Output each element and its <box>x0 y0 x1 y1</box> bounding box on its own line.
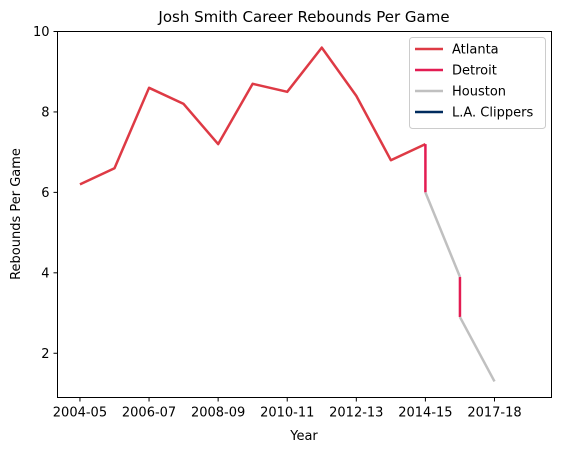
x-tick-label: 2004-05 <box>53 406 107 421</box>
legend: Atlanta Detroit Houston L.A. Clippers <box>409 37 546 129</box>
y-axis: 2 4 6 8 10 <box>33 25 58 362</box>
chart-title: Josh Smith Career Rebounds Per Game <box>157 8 449 26</box>
series-line-atlanta <box>79 46 426 186</box>
legend-label-l-a-clippers: L.A. Clippers <box>452 106 533 121</box>
y-axis-title: Rebounds Per Game <box>9 148 24 280</box>
x-tick-label: 2014-15 <box>398 406 452 421</box>
x-axis: 2004-05 2006-07 2008-09 2010-11 2012-13 2014-… <box>53 397 522 421</box>
x-axis-title: Year <box>289 429 318 444</box>
y-tick-label: 2 <box>41 347 49 362</box>
y-tick-label: 6 <box>41 186 49 201</box>
legend-label-detroit: Detroit <box>452 64 497 79</box>
legend-box <box>409 37 546 129</box>
x-tick-label: 2017-18 <box>467 406 521 421</box>
legend-label-atlanta: Atlanta <box>452 43 499 58</box>
x-tick-label: 2012-13 <box>329 406 383 421</box>
x-tick-label: 2006-07 <box>122 406 176 421</box>
plot-frame <box>57 31 552 398</box>
x-tick-label: 2010-11 <box>260 406 314 421</box>
x-tick-label: 2008-09 <box>191 406 245 421</box>
legend-label-houston: Houston <box>452 85 506 100</box>
series-line-houston <box>424 191 462 278</box>
series-layer <box>79 46 496 383</box>
y-tick-label: 8 <box>41 105 49 120</box>
y-tick-label: 4 <box>41 266 49 281</box>
series-line-houston <box>458 316 496 383</box>
y-tick-label: 10 <box>33 25 50 40</box>
